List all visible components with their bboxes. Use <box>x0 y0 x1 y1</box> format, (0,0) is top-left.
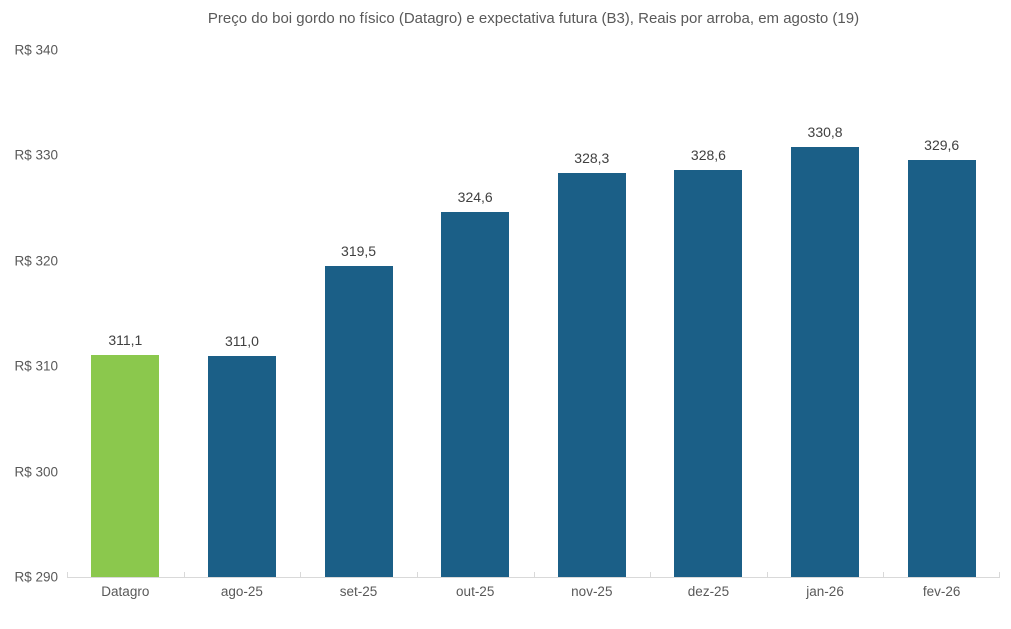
x-axis-category-label: ago-25 <box>220 584 263 599</box>
bar <box>907 159 976 577</box>
x-axis-tick-mark <box>67 572 68 577</box>
bar-value-label: 328,3 <box>574 150 610 167</box>
bar-value-label: 319,5 <box>341 243 377 260</box>
bar-value-label: 311,0 <box>224 332 259 349</box>
x-axis-category-label: set-25 <box>339 584 378 599</box>
y-axis: R$ 340 R$ 330 R$ 320 R$ 310 R$ 300 R$ 290 <box>0 43 58 585</box>
y-axis-tick-label: R$ 320 <box>14 253 58 269</box>
x-axis-tick-mark <box>999 572 1000 577</box>
bar <box>674 170 743 577</box>
bar <box>791 146 860 577</box>
bar-value-label: 328,6 <box>690 147 726 164</box>
bar-slot: 328,6 dez-25 <box>650 50 767 599</box>
x-axis-category-label: out-25 <box>456 584 495 599</box>
bar-slot: 324,6 out-25 <box>417 50 534 599</box>
bar-slot: 330,8 jan-26 <box>767 50 884 599</box>
bar-slot: 311,0 ago-25 <box>184 50 301 599</box>
y-axis-tick-label: R$ 310 <box>14 358 58 374</box>
x-axis-category-label: Datagro <box>101 584 150 599</box>
x-axis-tick-mark <box>533 572 535 577</box>
bar-slot: 329,6 fev-26 <box>883 50 1000 599</box>
x-axis-tick-mark <box>883 572 885 577</box>
plot-area: 311,1 Datagro 311,0 ago-25 319,5 set-25 … <box>67 50 1000 599</box>
y-axis-tick-label: R$ 340 <box>14 42 58 58</box>
bar <box>91 354 160 577</box>
bar-value-label: 311,1 <box>108 331 143 348</box>
chart-title: Preço do boi gordo no físico (Datagro) e… <box>207 10 860 27</box>
bar-value-label: 329,6 <box>924 136 960 153</box>
bar <box>557 173 626 577</box>
bars-container: 311,1 Datagro 311,0 ago-25 319,5 set-25 … <box>67 50 1000 599</box>
y-axis-tick-label: R$ 290 <box>14 569 58 585</box>
bar-slot: 319,5 set-25 <box>300 50 417 599</box>
x-axis-category-label: fev-26 <box>922 584 961 599</box>
bar-slot: 328,3 nov-25 <box>534 50 651 599</box>
y-axis-tick-label: R$ 300 <box>14 464 58 480</box>
y-axis-tick-label: R$ 330 <box>14 147 58 163</box>
bar-value-label: 330,8 <box>807 123 843 140</box>
bar <box>324 266 393 577</box>
x-axis-tick-mark <box>300 572 302 577</box>
x-axis-tick-mark <box>766 572 768 577</box>
bar <box>207 355 276 577</box>
bar <box>441 212 510 577</box>
x-axis-tick-mark <box>650 572 652 577</box>
bar-value-label: 324,6 <box>457 189 493 206</box>
x-axis-category-label: dez-25 <box>687 584 730 599</box>
bar-slot: 311,1 Datagro <box>67 50 184 599</box>
x-axis-tick-mark <box>183 572 185 577</box>
x-axis-tick-mark <box>416 572 418 577</box>
x-axis-category-label: nov-25 <box>571 584 613 599</box>
x-axis-category-label: jan-26 <box>806 584 844 599</box>
